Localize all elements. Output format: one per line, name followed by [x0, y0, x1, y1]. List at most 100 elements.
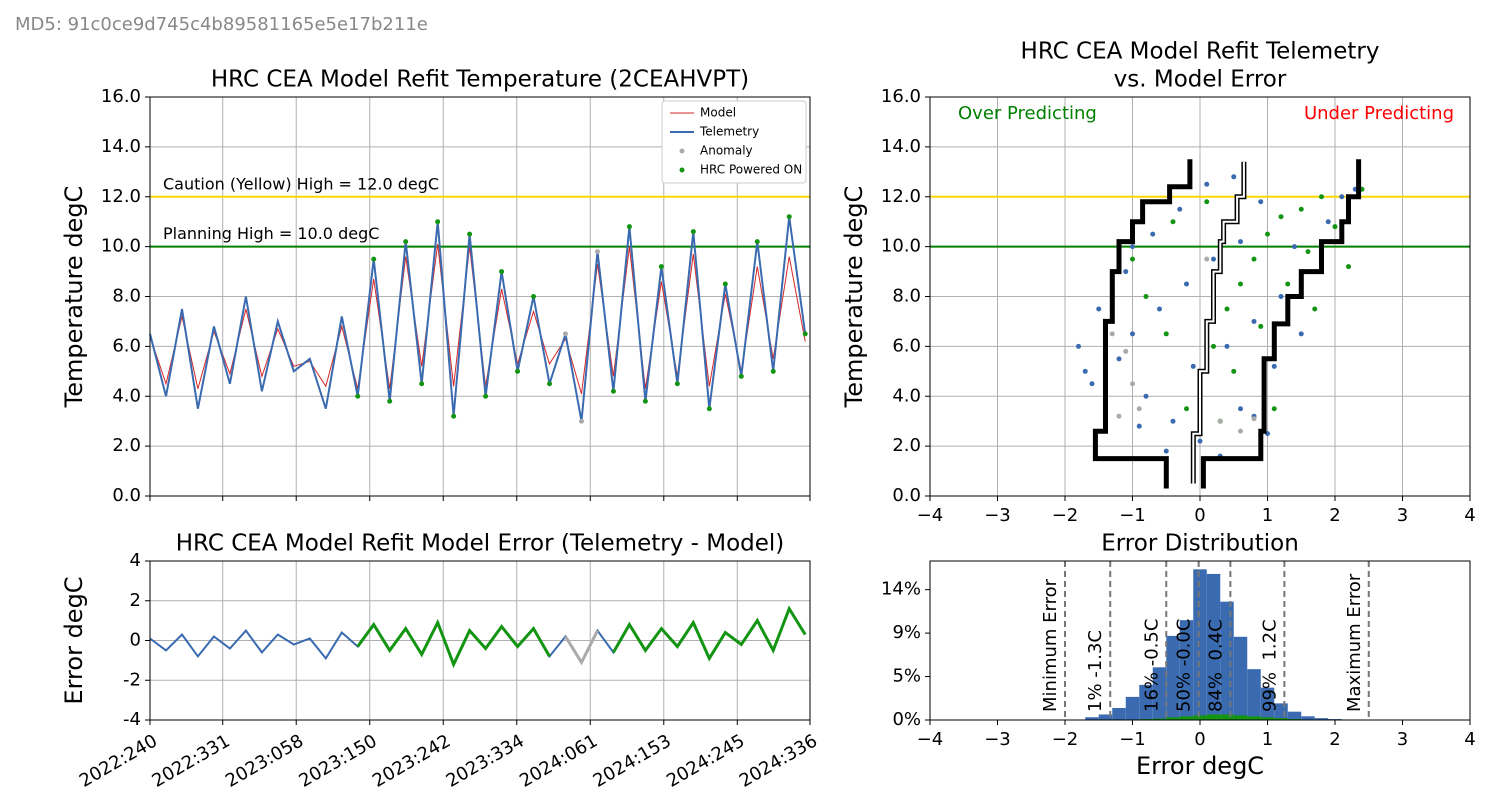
percentile-label: 84% 0.4C [1205, 619, 1226, 712]
point [483, 393, 489, 399]
point [738, 373, 744, 379]
point [706, 406, 712, 412]
x-tick-label: 2023:334 [443, 730, 528, 791]
percentile-label: 1% -1.3C [1085, 630, 1106, 712]
x-tick-label: 4 [1464, 505, 1475, 526]
hist-bar [1152, 718, 1167, 720]
point [1271, 406, 1277, 412]
y-tick-label: 9% [892, 622, 921, 643]
legend-swatch [679, 167, 685, 173]
legend-label: HRC Powered ON [700, 163, 802, 177]
point [1251, 416, 1257, 422]
point [1123, 348, 1129, 354]
hist-bar [1098, 714, 1113, 720]
limit-label: Planning High = 10.0 degC [163, 224, 379, 243]
hist-bar [1287, 711, 1302, 720]
x-tick-label: 0 [1194, 729, 1205, 750]
y-tick-label: 14.0 [881, 136, 921, 157]
point [1211, 256, 1216, 262]
point [770, 368, 776, 374]
point [1163, 331, 1169, 337]
y-tick-label: 6.0 [112, 335, 141, 356]
x-tick-label: −3 [984, 505, 1011, 526]
x-tick-label: 2 [1329, 729, 1340, 750]
percentile-step [1192, 161, 1245, 484]
point [1197, 438, 1203, 444]
x-tick-label: 2024:061 [516, 730, 601, 791]
point [1109, 331, 1115, 337]
point [1251, 318, 1257, 324]
legend-label: Anomaly [700, 144, 753, 158]
y-axis-label: Temperature degC [60, 186, 88, 409]
series-line [149, 216, 807, 422]
x-tick-label: 2022:331 [149, 730, 234, 791]
y-tick-label: 10.0 [101, 236, 141, 257]
limit-label: Caution (Yellow) High = 12.0 degC [163, 174, 439, 193]
point [1292, 244, 1297, 250]
point [531, 294, 537, 299]
percentile-label: 16% -0.5C [1141, 619, 1162, 712]
percentile-label: Minimum Error [1040, 578, 1061, 712]
axes-frame [149, 96, 811, 497]
point [499, 269, 505, 275]
md5-header: MD5: 91c0ce9d745c4b89581165e5e17b211e [15, 14, 428, 35]
point [1136, 423, 1142, 429]
point [1258, 199, 1264, 205]
point [419, 381, 425, 387]
legend-label: Telemetry [699, 125, 759, 139]
y-tick-label: 14.0 [101, 136, 141, 157]
x-tick-label: 2024:153 [590, 730, 675, 791]
point [1298, 206, 1304, 212]
y-tick-label: 0.0 [892, 485, 921, 506]
y-tick-label: 0.0 [112, 485, 141, 506]
point [642, 398, 648, 404]
y-axis-label: Temperature degC [840, 186, 868, 409]
point [1177, 206, 1183, 212]
hist-bar [1193, 569, 1207, 720]
x-tick-label: 2 [1329, 505, 1340, 526]
point [1238, 281, 1243, 287]
point [722, 281, 728, 287]
point [547, 381, 553, 387]
x-tick-label: 2024:245 [663, 730, 748, 791]
y-tick-label: 4.0 [112, 385, 141, 406]
point [1130, 381, 1135, 387]
point [1204, 199, 1210, 205]
x-tick-label: −4 [917, 729, 944, 750]
y-tick-label: 2.0 [892, 435, 921, 456]
point [658, 264, 664, 270]
y-tick-label: 16.0 [101, 86, 141, 107]
point [1238, 406, 1243, 412]
hist-bar [1166, 635, 1180, 720]
hist-bar [1179, 620, 1194, 720]
x-tick-label: −3 [984, 729, 1011, 750]
point [1339, 194, 1345, 200]
series-line [356, 605, 807, 669]
point [1319, 194, 1324, 200]
y-tick-label: 4 [130, 550, 141, 571]
point [1298, 331, 1304, 337]
point [1258, 323, 1264, 329]
point [1305, 249, 1311, 255]
point [1130, 331, 1135, 337]
point [1116, 413, 1122, 419]
hist-bar [1193, 715, 1207, 720]
point [1096, 306, 1102, 312]
hist-bar [1301, 716, 1315, 720]
point [1332, 224, 1338, 230]
point [1116, 356, 1122, 362]
point [387, 398, 393, 404]
y-tick-label: 16.0 [881, 86, 921, 107]
point [1143, 294, 1149, 299]
hist-bar [1206, 573, 1221, 720]
x-tick-label: −1 [1119, 729, 1146, 750]
hist-bar [1314, 718, 1329, 720]
x-tick-label: 2023:058 [222, 730, 307, 791]
point [1089, 381, 1095, 387]
chart-title: HRC CEA Model Refit Telemetry [1021, 39, 1380, 65]
point [435, 219, 441, 225]
point [1325, 219, 1331, 225]
point [515, 368, 521, 374]
point [1265, 231, 1270, 237]
